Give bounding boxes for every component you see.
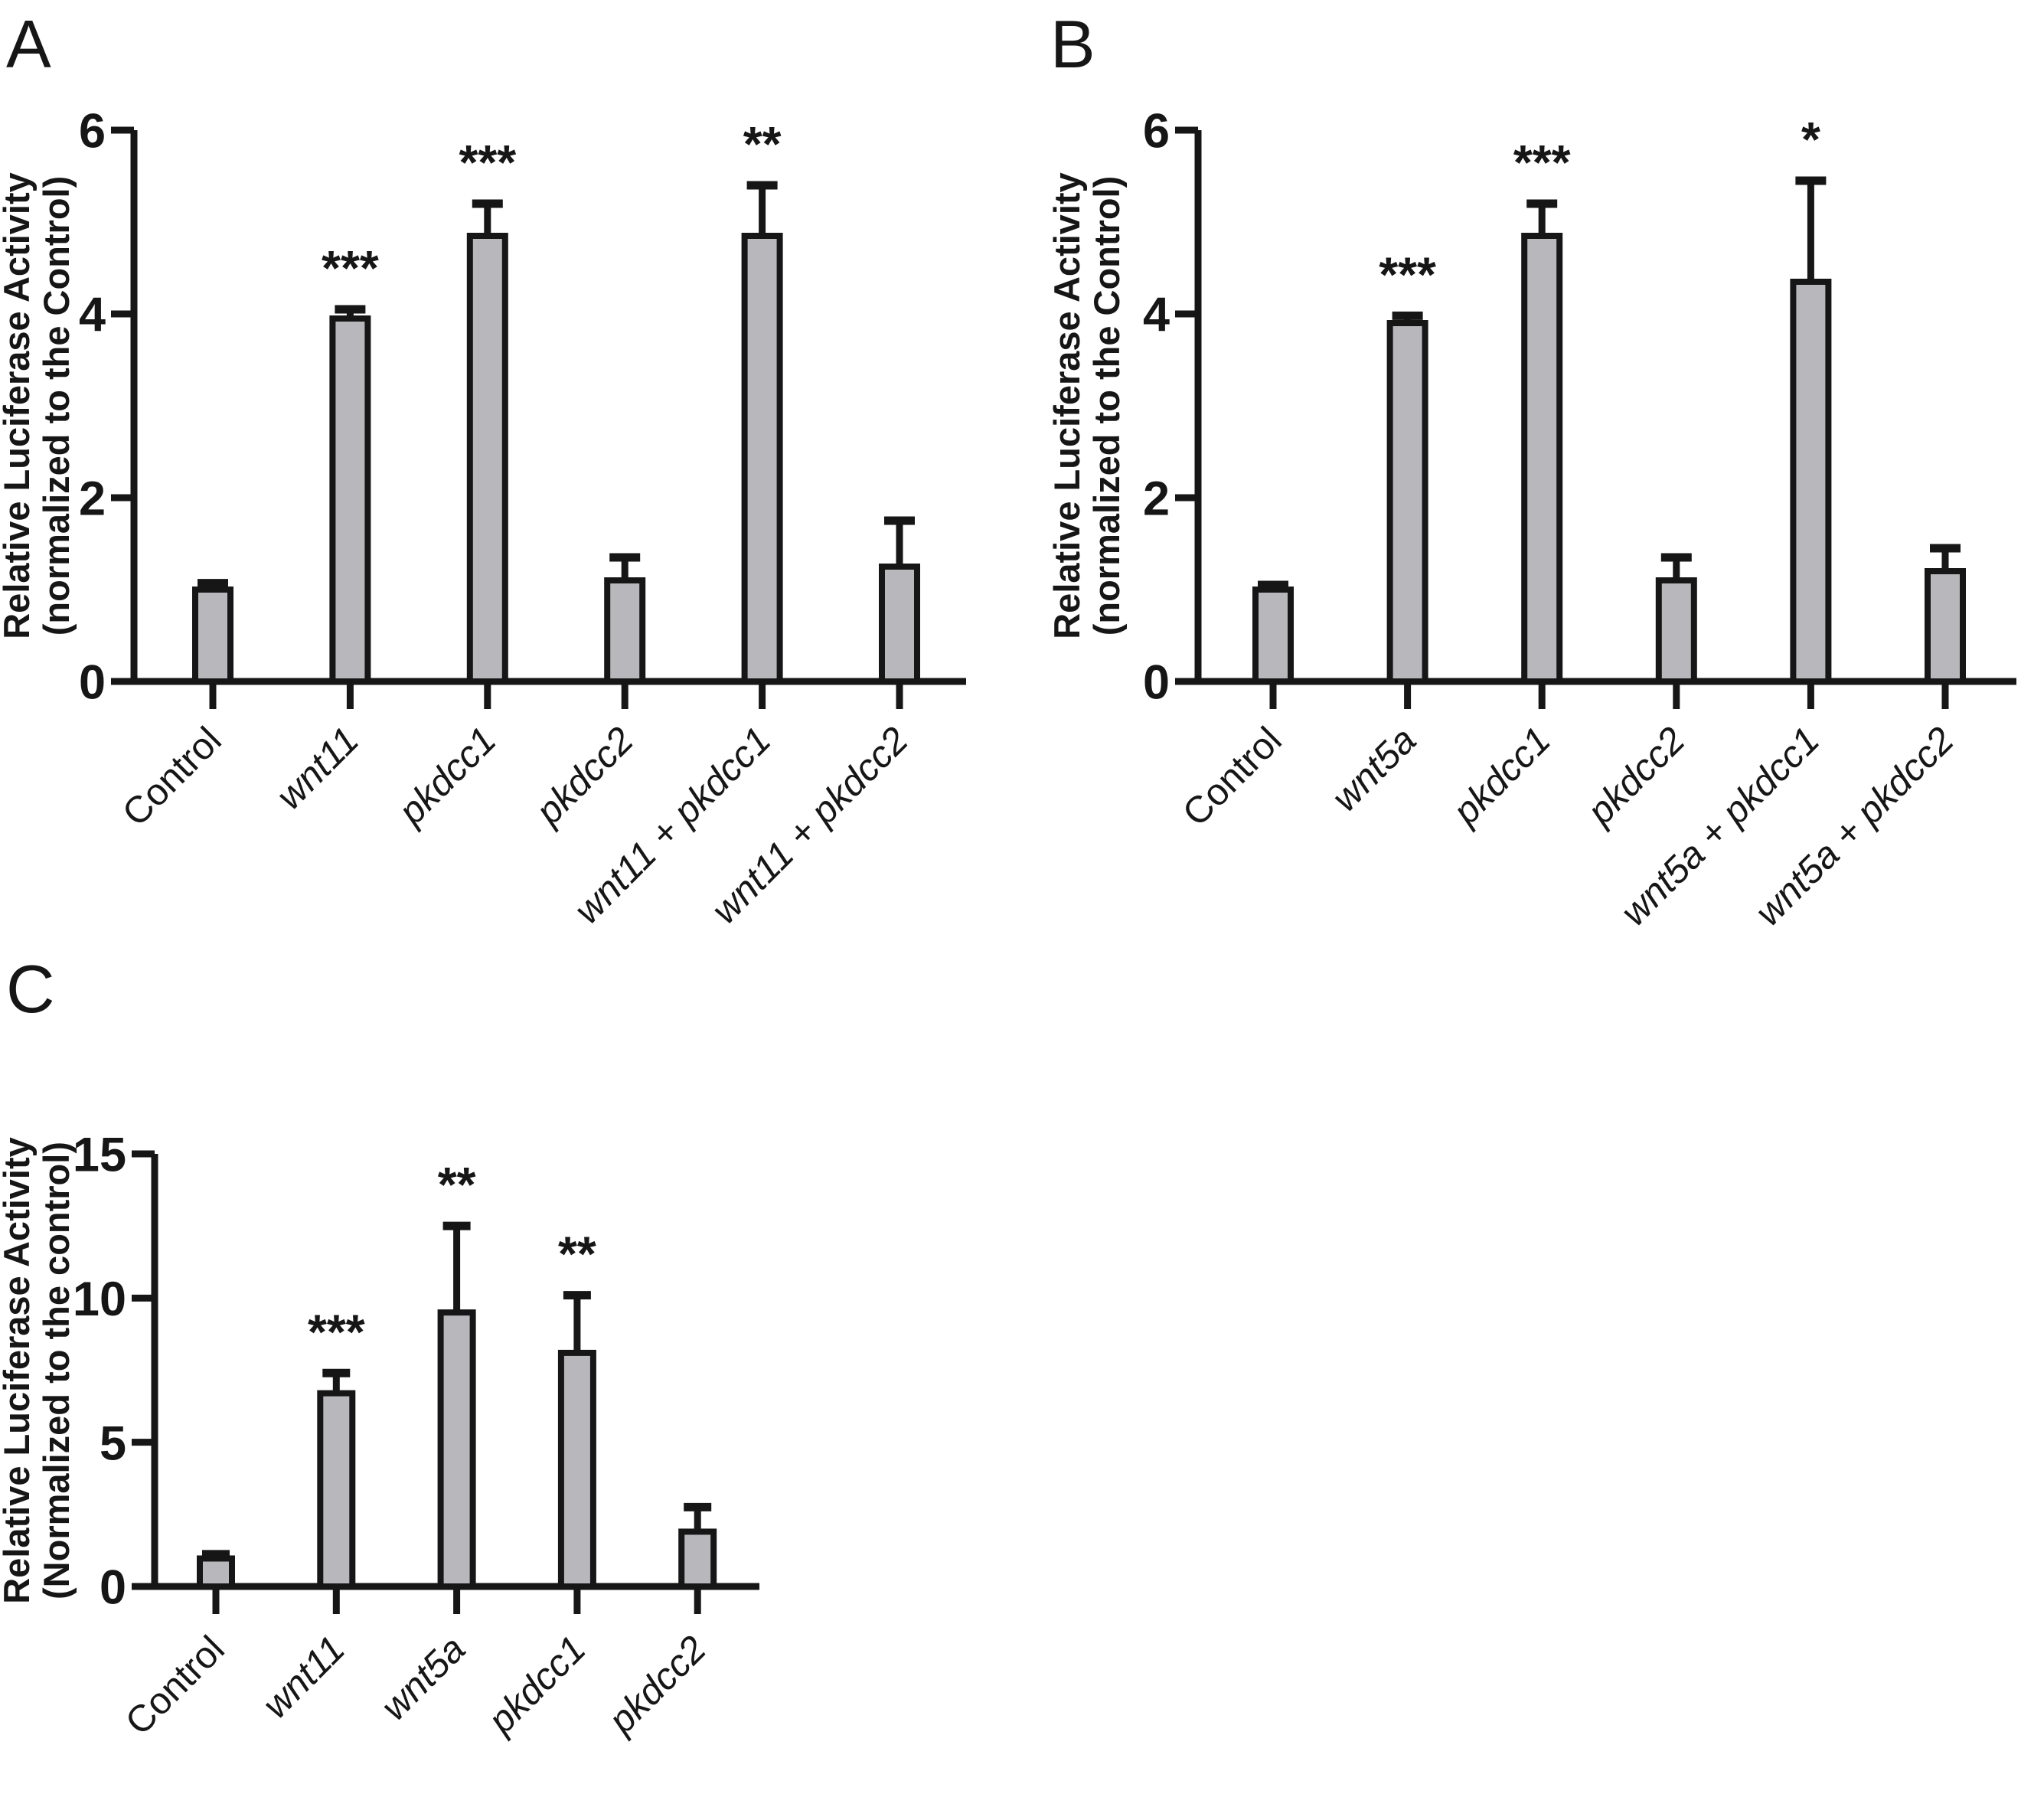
bar-pkdcc2 (604, 577, 646, 685)
bar-Control (197, 1555, 235, 1590)
y-axis-label-line2-panel-A: (normalized to the Control) (36, 176, 77, 636)
significance-wnt11: *** (308, 1304, 365, 1359)
panel-C: 0 5 10 15 Control wnt11 *** wnt5a ** pkdcc1 ** pkdc… (0, 1129, 759, 1743)
category-label-wnt5a: wnt5a (1324, 720, 1425, 820)
bar-wnt5a + pkdcc1 (1790, 279, 1832, 685)
significance-pkdcc1: ** (558, 1227, 596, 1282)
y-tick-label-6: 6 (1143, 105, 1170, 158)
y-tick-label-0: 0 (1143, 656, 1170, 710)
category-label-wnt5a: wnt5a (374, 1629, 474, 1729)
category-label-pkdcc2: pkdcc2 (600, 1629, 714, 1743)
significance-wnt5a: *** (1379, 247, 1436, 302)
bar-pkdcc1 (466, 233, 508, 685)
y-axis-label-line1-panel-A: Relative Luciferase Activity (0, 172, 37, 639)
bar-pkdcc2 (678, 1528, 717, 1590)
category-label-wnt11: wnt11 (255, 1629, 353, 1727)
y-axis-label-line1-panel-C: Relative Luciferase Activity (0, 1137, 37, 1604)
y-axis-label-line2-panel-C: (Normalized to the control) (36, 1142, 77, 1599)
y-tick-label-2: 2 (1143, 472, 1170, 526)
significance-pkdcc1: *** (1513, 135, 1571, 190)
bar-wnt5a + pkdcc2 (1925, 568, 1966, 685)
y-tick-label-4: 4 (1143, 289, 1170, 342)
bar-wnt11 (329, 315, 371, 685)
y-tick-label-0: 0 (100, 1561, 126, 1615)
y-axis-label-line2-panel-B: (normalized to the Control) (1086, 176, 1127, 636)
category-label-Control: Control (118, 1629, 233, 1743)
y-tick-label-5: 5 (100, 1416, 126, 1470)
bar-wnt11 + pkdcc1 (741, 233, 783, 685)
category-label-pkdcc1: pkdcc1 (390, 720, 504, 834)
significance-wnt11: *** (322, 240, 379, 296)
y-tick-label-0: 0 (79, 656, 106, 710)
bar-Control (192, 587, 233, 685)
y-tick-label-10: 10 (73, 1273, 126, 1326)
panel-letter-a: A (6, 6, 51, 82)
bar-wnt5a (1386, 320, 1428, 685)
y-axis-label-line1-panel-B: Relative Luciferase Activity (1046, 172, 1087, 639)
panel-letter-b: B (1050, 6, 1095, 82)
y-tick-label-2: 2 (79, 472, 106, 526)
bar-pkdcc2 (1655, 577, 1697, 685)
bar-Control (1252, 587, 1294, 685)
y-tick-label-15: 15 (73, 1129, 126, 1182)
category-label-wnt11: wnt11 (269, 720, 367, 818)
category-label-Control: Control (115, 720, 230, 835)
category-label-pkdcc2: pkdcc2 (1579, 720, 1693, 834)
category-label-pkdcc2: pkdcc2 (527, 720, 642, 834)
panel-letter-c: C (6, 951, 55, 1027)
category-label-pkdcc1: pkdcc1 (1445, 720, 1559, 834)
bar-wnt5a (437, 1309, 476, 1590)
significance-wnt5a: ** (438, 1157, 476, 1212)
bar-pkdcc1 (1521, 233, 1563, 685)
significance-wnt5a + pkdcc1: * (1801, 112, 1820, 167)
bar-pkdcc1 (557, 1349, 596, 1590)
significance-pkdcc1: *** (459, 135, 516, 190)
y-tick-label-4: 4 (79, 289, 106, 342)
bar-wnt11 (317, 1390, 356, 1590)
bar-wnt11 + pkdcc2 (879, 564, 920, 685)
category-label-pkdcc1: pkdcc1 (479, 1629, 593, 1743)
y-tick-label-6: 6 (79, 105, 106, 158)
category-label-Control: Control (1175, 720, 1290, 835)
significance-wnt11 + pkdcc1: ** (743, 116, 782, 172)
